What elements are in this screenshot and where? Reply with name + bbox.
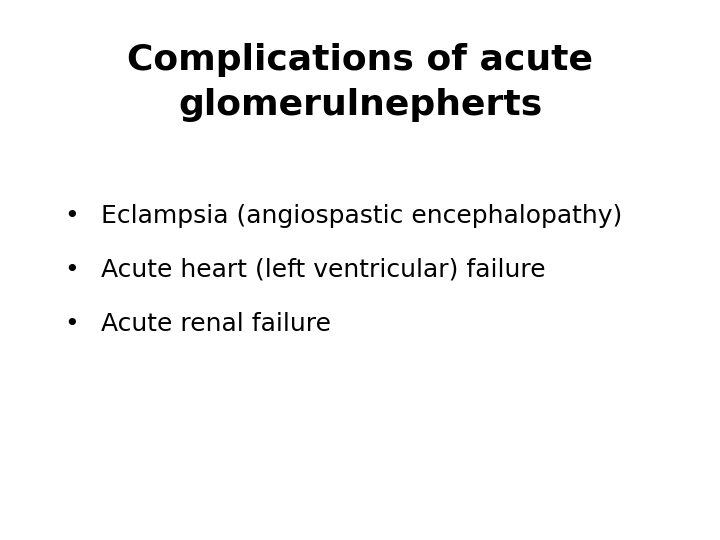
Text: Complications of acute
glomerulnepherts: Complications of acute glomerulnepherts [127,43,593,122]
Text: •: • [65,204,79,228]
Text: Eclampsia (angiospastic encephalopathy): Eclampsia (angiospastic encephalopathy) [101,204,622,228]
Text: •: • [65,312,79,336]
Text: Acute heart (left ventricular) failure: Acute heart (left ventricular) failure [101,258,546,282]
Text: Acute renal failure: Acute renal failure [101,312,330,336]
Text: •: • [65,258,79,282]
